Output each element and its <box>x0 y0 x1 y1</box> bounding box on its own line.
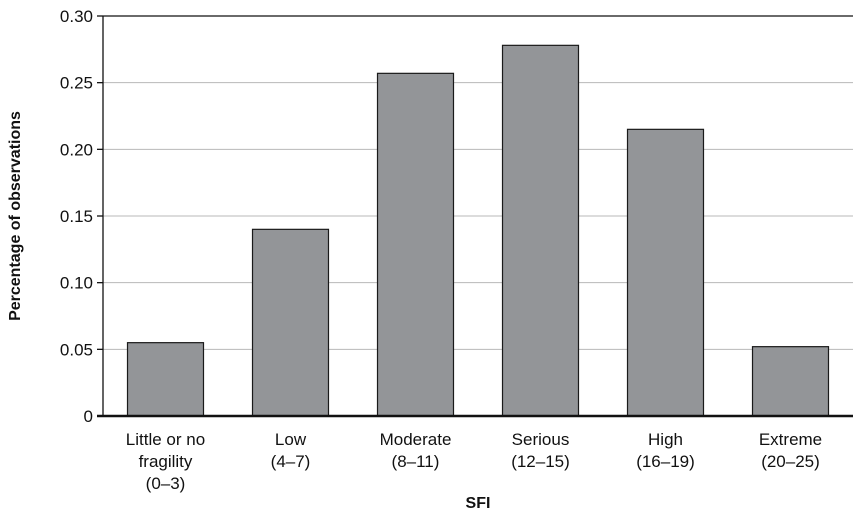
bar <box>376 72 455 417</box>
bars <box>126 44 830 417</box>
y-tick-label: 0.15 <box>60 207 93 226</box>
x-tick-labels: Little or no fragility (0–3) Low (4–7) Modera… <box>126 430 822 493</box>
x-tick-label: High (16–19) <box>636 430 695 471</box>
bar <box>501 44 580 417</box>
bar <box>251 228 330 417</box>
y-tick-label: 0.30 <box>60 7 93 26</box>
x-axis-title: SFI <box>466 495 491 512</box>
y-tick-label: 0.25 <box>60 74 93 93</box>
y-tick-label: 0.20 <box>60 140 93 159</box>
x-tick-label: Moderate (8–11) <box>380 430 452 471</box>
y-tick-labels: 0 0.05 0.10 0.15 0.20 0.25 0.30 <box>60 7 93 426</box>
axes <box>97 15 853 418</box>
y-axis-title: Percentage of observations <box>7 111 24 321</box>
x-tick-label: Serious (12–15) <box>511 430 570 471</box>
bar <box>626 128 705 417</box>
y-tick-label: 0 <box>84 407 93 426</box>
y-tick-label: 0.10 <box>60 274 93 293</box>
x-tick-label: Extreme (20–25) <box>759 430 822 471</box>
bar <box>126 342 205 417</box>
x-tick-label: Low (4–7) <box>271 430 311 471</box>
y-tick-label: 0.05 <box>60 340 93 359</box>
gridlines <box>103 15 853 350</box>
x-tick-label: Little or no fragility (0–3) <box>126 430 205 493</box>
bar <box>751 346 830 417</box>
